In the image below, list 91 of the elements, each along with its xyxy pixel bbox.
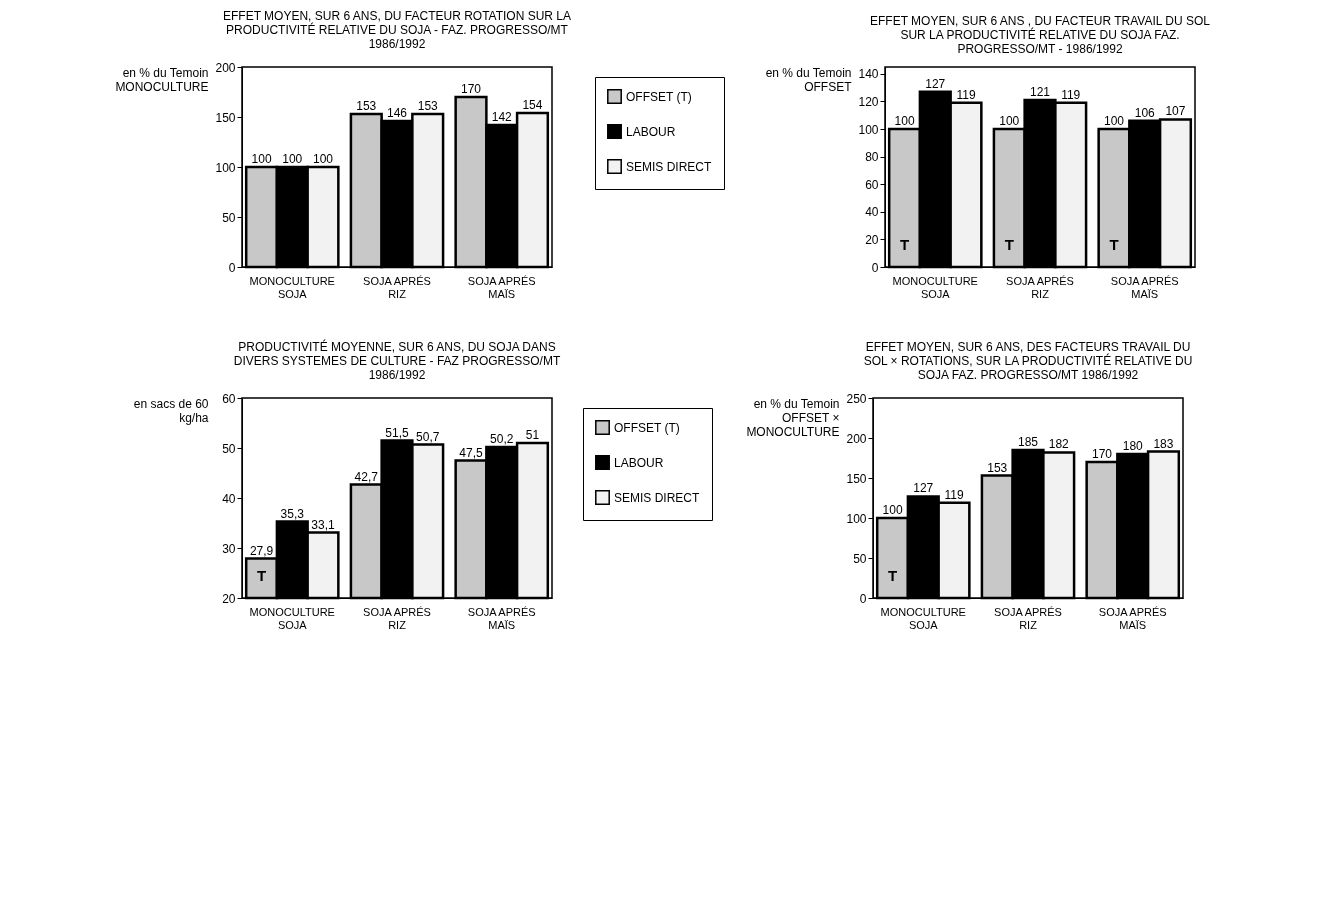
chart-title: EFFET MOYEN, SUR 6 ANS , DU FACTEUR TRAVAIL DU SOL SUR LA PRODUCTIVITÉ RELATIVE DU SOJA FAZ. PROGRESSO/MT - 1986/1992 [869, 14, 1211, 56]
data-label: 42,7 [354, 469, 379, 484]
y-tick-label: 50 [222, 210, 236, 225]
y-tick-label: 120 [858, 94, 879, 109]
annotation: T [887, 567, 898, 584]
data-label: 51,5 [385, 425, 409, 440]
data-label: 100 [1103, 114, 1125, 129]
data-label: 170 [460, 82, 482, 96]
chart-title: EFFET MOYEN, SUR 6 ANS, DES FACTEURS TRAVAIL DU SOL × ROTATIONS, SUR LA PRODUCTIVITÉ RELATIVE DU SOJA FAZ. PROGRESSO/MT 1986/1992 [863, 340, 1193, 382]
y-tick-label: 200 [215, 60, 236, 75]
y-tick-label: 30 [222, 541, 236, 556]
chart-title: PRODUCTIVITÉ MOYENNE, SUR 6 ANS, DU SOJA DANS DIVERS SYSTEMES DE CULTURE - FAZ PROGRESSO/MT 1986/1992 [233, 339, 561, 382]
y-tick-label: 200 [846, 431, 867, 446]
data-label: 146 [386, 106, 408, 120]
y-axis-title: en % du Temoin OFFSET [765, 65, 853, 94]
y-tick-label: 60 [865, 177, 879, 192]
annotation: T [899, 236, 910, 253]
y-tick-label: 100 [858, 122, 879, 137]
data-label: 153 [417, 99, 439, 113]
data-label: 121 [1029, 85, 1051, 100]
data-label: 33,1 [311, 517, 335, 532]
x-tick-label: MONOCULTURE SOJA [249, 274, 335, 300]
y-tick-label: 0 [228, 260, 236, 275]
y-tick-label: 0 [871, 260, 879, 275]
annotation: T [1004, 236, 1014, 253]
data-label: 142 [491, 110, 513, 124]
y-tick-label: 150 [215, 110, 236, 125]
data-label: 100 [882, 503, 903, 517]
data-label: 35,3 [280, 506, 305, 521]
y-tick-label: 250 [846, 391, 867, 406]
y-tick-label: 60 [222, 391, 236, 406]
data-label: 119 [944, 487, 964, 502]
y-tick-label: 40 [222, 491, 236, 506]
data-label: 180 [1122, 439, 1144, 453]
legend-label: OFFSET (T) [614, 420, 680, 435]
y-tick-label: 100 [846, 511, 867, 526]
data-label: 153 [987, 460, 1008, 475]
annotation: T [256, 567, 267, 584]
y-tick-label: 40 [865, 205, 879, 220]
x-tick-label: SOJA APRÉS MAÏS [1098, 605, 1167, 631]
data-label: 100 [999, 114, 1020, 129]
y-tick-label: 50 [222, 441, 236, 456]
data-label: 183 [1153, 436, 1174, 451]
data-label: 127 [925, 76, 946, 91]
y-tick-label: 100 [215, 160, 236, 175]
data-label: 51 [525, 428, 540, 442]
data-label: 27,9 [249, 543, 274, 558]
legend-label: OFFSET (T) [626, 89, 692, 104]
x-tick-label: SOJA APRÉS MAÏS [1110, 274, 1179, 300]
legend-label: LABOUR [626, 124, 676, 139]
data-label: 119 [1061, 87, 1081, 102]
data-label: 185 [1017, 435, 1039, 449]
data-label: 127 [913, 481, 934, 496]
legend-label: SEMIS DIRECT [626, 159, 713, 174]
data-label: 100 [894, 114, 915, 129]
data-label: 182 [1048, 437, 1070, 452]
data-label: 154 [522, 98, 543, 112]
y-tick-label: 20 [865, 232, 879, 247]
y-tick-label: 80 [865, 150, 879, 165]
y-tick-label: 150 [846, 471, 867, 486]
y-axis-title: en % du Temoin OFFSET × MONOCULTURE [746, 396, 840, 439]
x-tick-label: SOJA APRÉS MAÏS [467, 274, 536, 300]
data-label: 100 [282, 152, 303, 166]
x-tick-label: MONOCULTURE SOJA [892, 274, 978, 300]
x-tick-label: MONOCULTURE SOJA [249, 605, 335, 631]
data-label: 50,7 [416, 429, 440, 444]
x-tick-label: SOJA APRÉS RIZ [1006, 274, 1074, 300]
legend-label: LABOUR [614, 455, 664, 470]
data-label: 107 [1165, 104, 1186, 119]
x-tick-label: SOJA APRÉS RIZ [363, 605, 431, 631]
y-tick-label: 0 [859, 591, 867, 606]
data-label: 106 [1134, 105, 1156, 120]
annotation: T [1109, 236, 1119, 253]
legend-label: SEMIS DIRECT [614, 490, 701, 505]
data-label: 47,5 [459, 445, 484, 460]
data-label: 153 [356, 99, 377, 113]
chart-title: EFFET MOYEN, SUR 6 ANS, DU FACTEUR ROTATION SUR LA PRODUCTIVITÉ RELATIVE DU SOJA - FAZ. PROGRESSO/MT 1986/1992 [222, 9, 572, 51]
x-tick-label: SOJA APRÉS RIZ [363, 274, 431, 300]
y-tick-label: 50 [853, 551, 867, 566]
y-tick-label: 20 [222, 591, 236, 606]
x-tick-label: SOJA APRÉS RIZ [994, 605, 1062, 631]
y-axis-title: en sacs de 60 kg/ha [133, 396, 209, 425]
data-label: 50,2 [490, 432, 514, 446]
data-label: 119 [956, 87, 976, 102]
y-axis-title: en % du Temoin MONOCULTURE [115, 65, 209, 94]
x-tick-label: SOJA APRÉS MAÏS [467, 605, 536, 631]
x-tick-label: MONOCULTURE SOJA [880, 605, 966, 631]
data-label: 100 [312, 152, 334, 166]
data-label: 170 [1091, 447, 1113, 461]
data-label: 100 [251, 152, 272, 166]
y-tick-label: 140 [858, 67, 879, 82]
